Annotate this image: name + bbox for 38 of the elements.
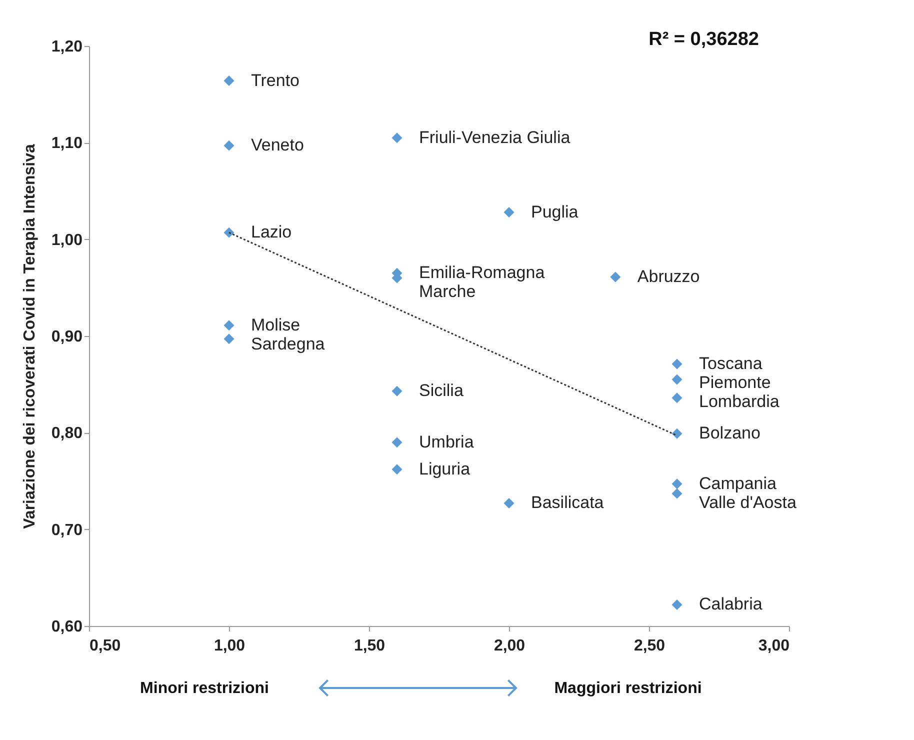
x-tick-label: 0,50: [90, 638, 121, 654]
annotation: Umbria: [419, 432, 474, 452]
annotation: Marche: [419, 282, 476, 302]
annotation: Lazio: [251, 222, 292, 242]
annotation: Molise: [251, 315, 300, 334]
y-tick-label: 1,00: [51, 232, 83, 249]
x-tick-label: 2,50: [634, 638, 666, 654]
y-tick-label: 0,80: [51, 425, 83, 442]
annotation: Emilia-Romagna: [419, 263, 546, 282]
y-tick-label: 1,20: [51, 38, 83, 56]
annotation: Piemonte: [699, 373, 771, 392]
y-axis-title: Variazione dei ricoverati Covid in Terapia Intensiva: [21, 144, 38, 529]
y-tick-label: 0,90: [51, 328, 83, 346]
annotation: Liguria: [419, 459, 471, 478]
annotation: Campania: [699, 474, 778, 493]
annotation: Trento: [251, 70, 300, 90]
annotation: Basilicata: [531, 493, 604, 512]
annotation: Lombardia: [699, 392, 780, 412]
x-tick-label: 1,00: [214, 638, 246, 654]
y-tick-label: 0,70: [51, 522, 83, 539]
x-tick-label: 1,50: [354, 638, 386, 654]
text: Maggiori restrizioni: [554, 680, 702, 697]
annotation: Veneto: [251, 136, 304, 155]
annotation: Calabria: [699, 594, 763, 614]
annotation: Valle d'Aosta: [699, 492, 797, 512]
x-tick-label: 2,00: [494, 638, 526, 654]
annotation: Friuli-Venezia Giulia: [419, 128, 571, 147]
text: Minori restrizioni: [140, 680, 269, 697]
y-tick-label: 1,10: [51, 135, 83, 152]
annotation: R² = 0,36282: [648, 29, 759, 50]
annotation: Toscana: [699, 354, 763, 374]
annotation: Sicilia: [419, 381, 464, 400]
annotation: Abruzzo: [637, 267, 700, 286]
y-tick-label: 0,60: [51, 618, 83, 636]
x-tick-label: 3,00: [758, 638, 790, 654]
annotation: Puglia: [531, 202, 579, 222]
annotation: Bolzano: [699, 424, 760, 443]
annotation: Sardegna: [251, 334, 326, 354]
